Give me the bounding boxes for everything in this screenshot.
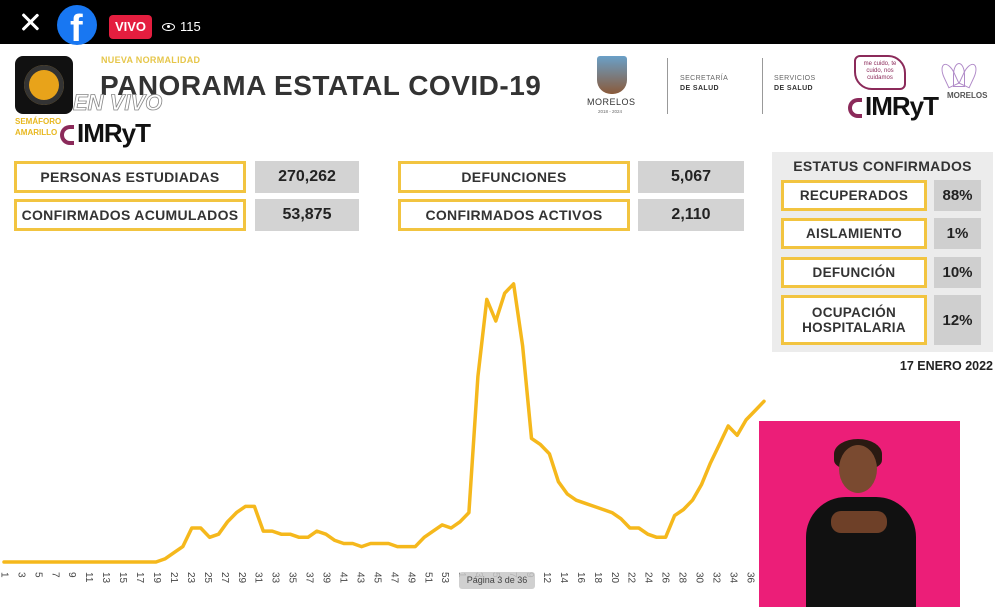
- mecuido-logo: me cuido, te cuido, nos cuidamos: [854, 55, 906, 90]
- x-tick-label: 34: [727, 572, 738, 584]
- x-tick-label: 30: [693, 572, 704, 584]
- imryt-logo: IMRyT: [60, 118, 151, 149]
- defuncion-value: 10%: [934, 257, 981, 288]
- report-date: 17 ENERO 2022: [899, 359, 993, 373]
- x-tick-label: 26: [660, 572, 671, 584]
- x-tick-label: 16: [575, 572, 586, 584]
- x-tick-label: 51: [422, 572, 433, 584]
- x-tick-label: 13: [100, 572, 111, 584]
- x-tick-label: 32: [710, 572, 721, 584]
- x-tick-label: 25: [202, 572, 213, 584]
- recuperados-value: 88%: [934, 180, 981, 211]
- x-tick-label: 43: [354, 572, 365, 584]
- aislamiento-label: AISLAMIENTO: [781, 218, 927, 249]
- viewer-count-value: 115: [180, 19, 201, 34]
- facebook-logo-icon: f: [57, 5, 97, 45]
- x-tick-label: 20: [609, 572, 620, 584]
- morelos-years: 2018 - 2024: [598, 109, 623, 114]
- interpreter-head: [839, 445, 877, 493]
- x-tick-label: 15: [117, 572, 128, 584]
- x-tick-label: 27: [219, 572, 230, 584]
- video-top-bar: f VIVO 115: [0, 0, 995, 45]
- x-tick-label: 37: [304, 572, 315, 584]
- x-tick-label: 31: [253, 572, 264, 584]
- x-tick-label: 19: [151, 572, 162, 584]
- interpreter-hands: [831, 511, 887, 533]
- semaforo-label: SEMÁFORO AMARILLO: [15, 117, 62, 137]
- aislamiento-value: 1%: [934, 218, 981, 249]
- secretaria-salud-label: SECRETARÍA DE SALUD: [680, 75, 729, 92]
- x-tick-label: 45: [371, 572, 382, 584]
- x-tick-label: 12: [541, 572, 552, 584]
- x-tick-label: 29: [236, 572, 247, 584]
- confirmados-activos-label: CONFIRMADOS ACTIVOS: [398, 199, 630, 231]
- servicios-salud-label: SERVICIOS DE SALUD: [774, 75, 816, 92]
- personas-estudiadas-value: 270,262: [255, 161, 359, 193]
- confirmados-acumulados-label: CONFIRMADOS ACUMULADOS: [14, 199, 246, 231]
- x-tick-label: 9: [66, 572, 77, 578]
- supertitle: NUEVA NORMALIDAD: [101, 55, 201, 65]
- x-tick-label: 35: [287, 572, 298, 584]
- x-tick-label: 7: [49, 572, 60, 578]
- x-tick-label: 53: [439, 572, 450, 584]
- imryt-logo: IMRyT: [848, 91, 939, 122]
- x-tick-label: 33: [270, 572, 281, 584]
- series-line: [2, 282, 766, 564]
- x-tick-label: 24: [643, 572, 654, 584]
- eye-icon: [162, 23, 175, 31]
- x-tick-label: 3: [15, 572, 26, 578]
- sign-language-interpreter: [759, 421, 960, 607]
- defunciones-value: 5,067: [638, 161, 744, 193]
- x-tick-label: 47: [388, 572, 399, 584]
- x-tick-label: 14: [558, 572, 569, 584]
- morelos-label: MORELOS: [587, 97, 636, 107]
- x-tick-label: 18: [592, 572, 603, 584]
- confirmados-activos-value: 2,110: [638, 199, 744, 231]
- morelos-small-label: MORELOS: [947, 91, 988, 100]
- personas-estudiadas-label: PERSONAS ESTUDIADAS: [14, 161, 246, 193]
- estatus-confirmados-panel: ESTATUS CONFIRMADOS RECUPERADOS 88% AISL…: [772, 152, 993, 352]
- x-tick-label: 5: [32, 572, 43, 578]
- x-tick-label: 22: [626, 572, 637, 584]
- divider: [762, 58, 763, 114]
- page-title: PANORAMA ESTATAL COVID-19: [100, 70, 542, 101]
- lotus-icon: [938, 57, 980, 89]
- x-tick-label: 49: [405, 572, 416, 584]
- viewer-count: 115: [162, 17, 201, 37]
- defunciones-label: DEFUNCIONES: [398, 161, 630, 193]
- defuncion-label: DEFUNCIÓN: [781, 257, 927, 288]
- live-overlay-text: EN VIVO: [73, 90, 163, 116]
- semaforo-icon: [15, 56, 73, 114]
- x-tick-label: 41: [337, 572, 348, 584]
- divider: [667, 58, 668, 114]
- morelos-shield-icon: [597, 56, 627, 94]
- close-icon[interactable]: [18, 10, 42, 34]
- confirmados-acumulados-value: 53,875: [255, 199, 359, 231]
- x-tick-label: 39: [320, 572, 331, 584]
- ocupacion-hospitalaria-value: 12%: [934, 295, 981, 345]
- live-badge: VIVO: [109, 15, 152, 39]
- x-tick-label: 1: [0, 572, 9, 578]
- page-indicator: Página 3 de 36: [459, 572, 535, 589]
- estatus-title: ESTATUS CONFIRMADOS: [793, 158, 972, 174]
- x-tick-label: 23: [185, 572, 196, 584]
- x-tick-label: 21: [168, 572, 179, 584]
- ocupacion-hospitalaria-label: OCUPACIÓN HOSPITALARIA: [781, 295, 927, 345]
- x-tick-label: 17: [134, 572, 145, 584]
- covid-cases-line-chart: 1357911131517192123252729313335373941434…: [0, 282, 766, 584]
- x-tick-label: 11: [83, 572, 94, 583]
- x-tick-label: 28: [677, 572, 688, 584]
- x-tick-label: 36: [744, 572, 755, 584]
- recuperados-label: RECUPERADOS: [781, 180, 927, 211]
